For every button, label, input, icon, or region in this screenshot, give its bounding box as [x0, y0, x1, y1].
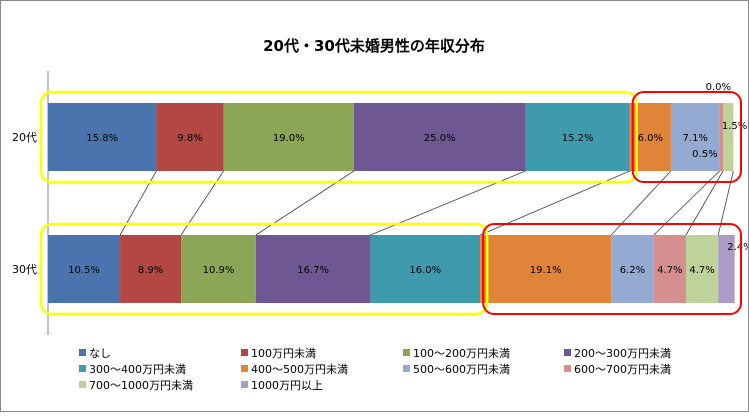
bar-segment — [48, 235, 121, 303]
legend-swatch — [79, 365, 86, 372]
data-label: 16.0% — [409, 265, 441, 276]
connector-line — [119, 170, 157, 236]
data-label: 8.9% — [138, 265, 163, 276]
data-label: 4.7% — [689, 265, 714, 276]
connector-line — [255, 170, 355, 236]
yellow-highlight-box — [39, 222, 489, 316]
connector-lines — [119, 170, 734, 236]
legend-label: 500～600万円未満 — [413, 363, 510, 376]
bar-segment — [255, 235, 371, 303]
data-label: 0.0% — [706, 82, 731, 93]
connector-line — [717, 170, 734, 236]
bar-segment — [611, 235, 654, 303]
bars-group: 15.8% 9.8% 19.0% 25.0% 15.2% 6.0% 7.1% 0.5% 1.5%… — [48, 82, 749, 303]
data-label: 16.7% — [297, 265, 329, 276]
legend-label: 700～1000万円未満 — [89, 379, 193, 392]
bar-segment — [223, 103, 354, 171]
data-label: 9.8% — [177, 133, 202, 144]
bar-segment — [719, 103, 724, 171]
bar-segment — [353, 103, 526, 171]
data-label: 10.5% — [68, 265, 100, 276]
connector-line — [653, 170, 720, 236]
legend-label: 400～500万円未満 — [251, 363, 348, 376]
legend-swatch — [79, 349, 86, 356]
legend-swatch — [241, 381, 248, 388]
legend-label: 100～200万円未満 — [413, 347, 510, 360]
data-label: 4.7% — [657, 265, 682, 276]
bar-segment — [120, 235, 182, 303]
bar-segment — [48, 103, 157, 171]
data-label: 2.4% — [727, 242, 748, 253]
category-labels: 20代 30代 — [12, 131, 37, 276]
data-label: 6.2% — [620, 265, 645, 276]
legend-label: 300～400万円未満 — [89, 363, 186, 376]
legend-swatch — [79, 381, 86, 388]
legend-swatch — [564, 349, 571, 356]
data-label: 1.5% — [722, 121, 747, 132]
data-label: 6.0% — [638, 133, 663, 144]
data-label: 7.1% — [683, 133, 708, 144]
bar-segment — [670, 103, 720, 171]
legend-label: なし — [89, 347, 111, 360]
bar-segment — [723, 103, 734, 171]
category-label: 30代 — [12, 263, 37, 276]
yellow-highlight-box — [39, 90, 638, 184]
bar-segment — [370, 235, 481, 303]
data-label: 0.5% — [692, 149, 717, 160]
legend-label: 200～300万円未満 — [574, 347, 671, 360]
legend-swatch — [403, 349, 410, 356]
data-label: 19.1% — [530, 265, 562, 276]
legend-swatch — [241, 349, 248, 356]
legend: なし 100万円未満 100～200万円未満 200～300万円未満 300～400万円… — [79, 347, 671, 392]
data-label: 10.9% — [203, 265, 235, 276]
data-label: 19.0% — [273, 133, 305, 144]
bar-segment — [653, 235, 686, 303]
chart-title: 20代・30代未婚男性の年収分布 — [263, 37, 485, 55]
data-label: 15.2% — [562, 133, 594, 144]
red-highlight-box — [631, 91, 742, 183]
category-label: 20代 — [12, 131, 37, 144]
red-highlight-box — [482, 223, 742, 315]
legend-swatch — [241, 365, 248, 372]
legend-swatch — [403, 365, 410, 372]
connector-line — [610, 170, 672, 236]
data-label: 25.0% — [424, 133, 456, 144]
bar-segment — [718, 235, 735, 303]
bar-segment — [685, 235, 719, 303]
highlight-boxes — [39, 90, 742, 316]
legend-label: 600～700万円未満 — [574, 363, 671, 376]
legend-label: 1000万円以上 — [251, 379, 323, 392]
bar-segment — [156, 103, 224, 171]
bar-segment — [525, 103, 630, 171]
connector-line — [180, 170, 224, 236]
bar-segment — [480, 235, 612, 303]
legend-swatch — [564, 365, 571, 372]
data-label: 15.8% — [86, 133, 118, 144]
connector-line — [685, 170, 724, 236]
legend-label: 100万円未満 — [251, 347, 316, 360]
bar-segment — [181, 235, 256, 303]
